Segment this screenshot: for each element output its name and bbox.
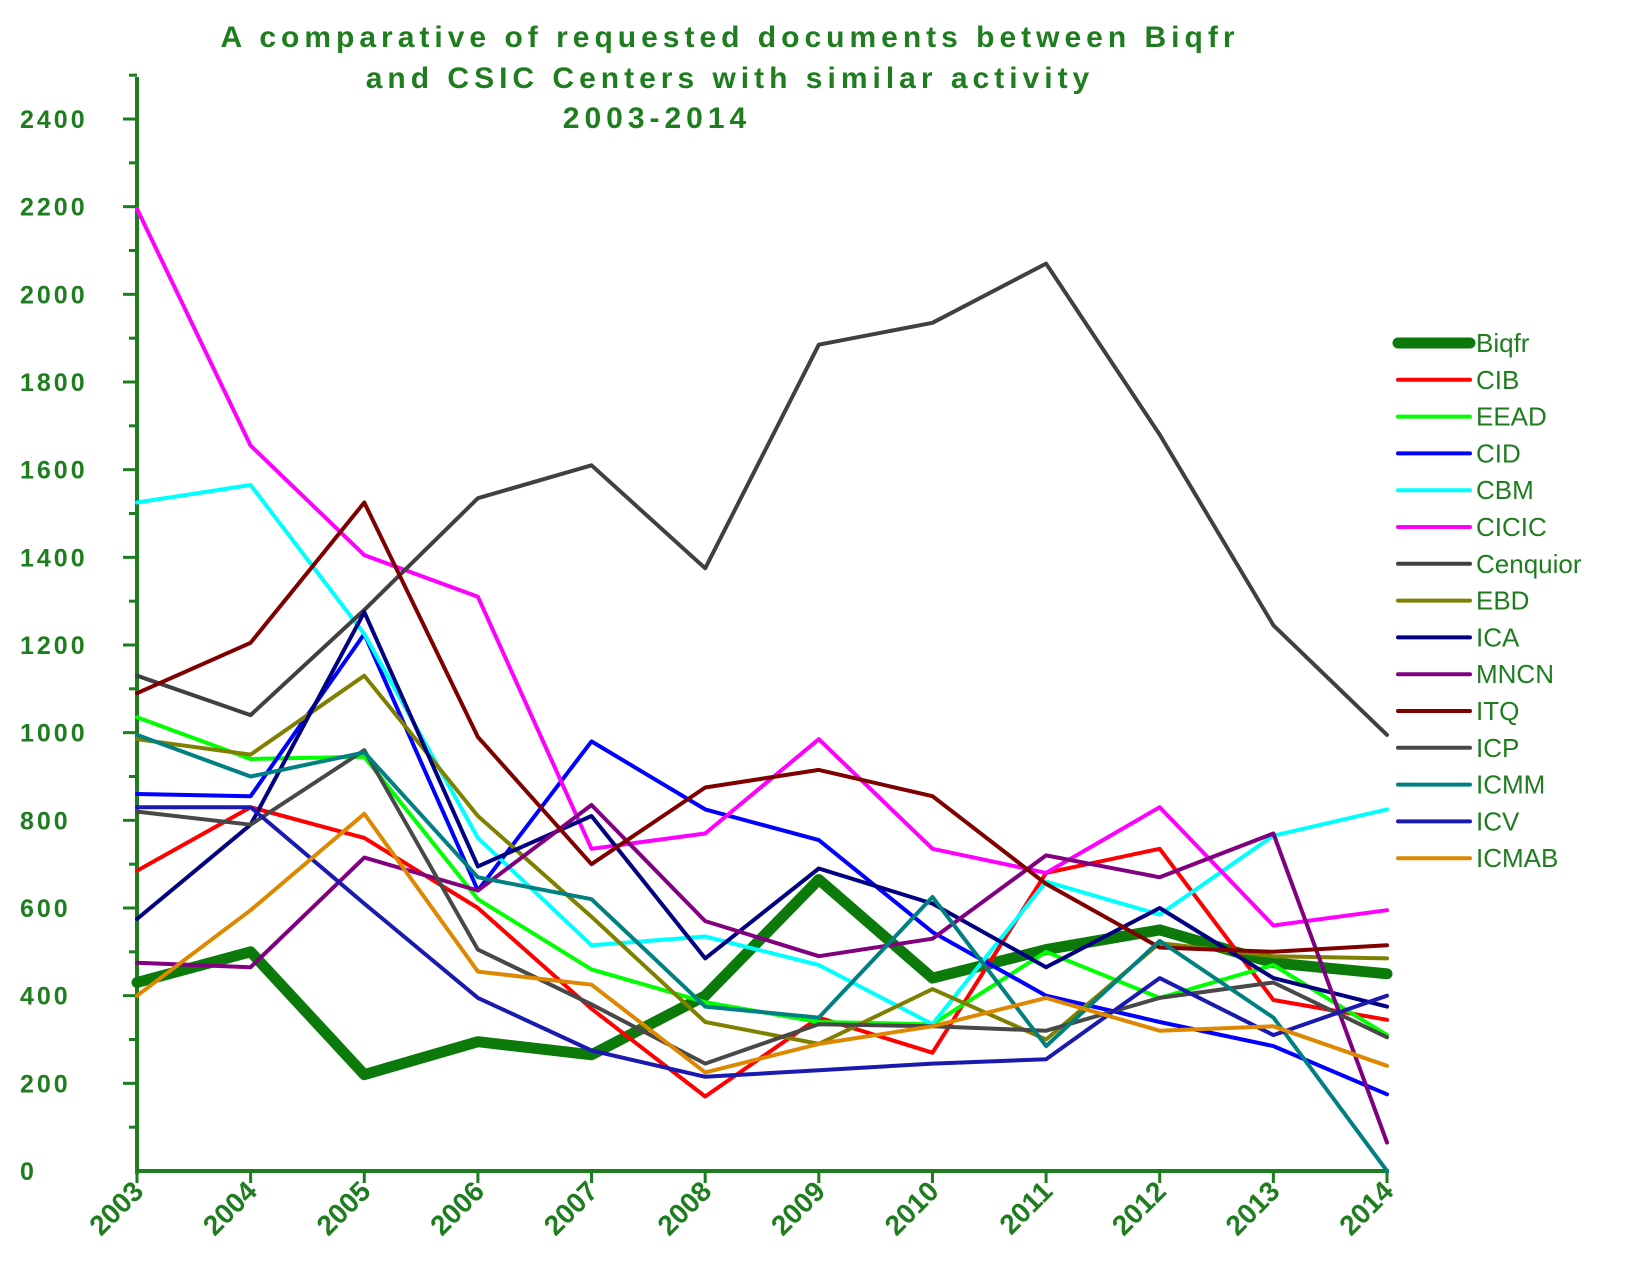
x-tick-label: 2006 <box>424 1175 490 1241</box>
legend-item-eead: EEAD <box>1398 402 1547 432</box>
x-tick-label: 2004 <box>197 1175 263 1241</box>
x-tick-label: 2014 <box>1333 1175 1399 1241</box>
y-tick-label: 1200 <box>20 632 88 660</box>
x-tick-label: 2008 <box>651 1175 717 1241</box>
series-lines <box>137 209 1387 1171</box>
legend-label: CICIC <box>1476 512 1547 542</box>
y-tick-label: 2400 <box>20 106 88 134</box>
y-tick-label: 0 <box>20 1158 37 1186</box>
y-tick-label: 200 <box>20 1070 71 1098</box>
y-tick-label: 2200 <box>20 194 88 222</box>
legend-label: CBM <box>1476 475 1534 505</box>
legend-item-ica: ICA <box>1398 622 1520 652</box>
legend-label: ICA <box>1476 622 1520 652</box>
x-tick-label: 2003 <box>83 1175 149 1241</box>
chart-title-line-3: 2003-2014 <box>563 102 751 135</box>
series-line-eead <box>137 717 1387 1035</box>
y-tick-label: 400 <box>20 983 71 1011</box>
x-tick-label: 2009 <box>765 1175 831 1241</box>
y-tick-label: 1800 <box>20 369 88 397</box>
legend-item-cid: CID <box>1398 438 1521 468</box>
legend-item-cib: CIB <box>1398 365 1519 395</box>
legend-label: Cenquior <box>1476 549 1582 579</box>
legend-item-itq: ITQ <box>1398 696 1519 726</box>
y-tick-label: 1400 <box>20 544 88 572</box>
y-tick-label: 1600 <box>20 457 88 485</box>
y-tick-label: 600 <box>20 895 71 923</box>
legend-item-cbm: CBM <box>1398 475 1534 505</box>
legend-label: ICMM <box>1476 770 1545 800</box>
series-line-cenquior <box>137 264 1387 735</box>
legend-item-cenquior: Cenquior <box>1398 549 1582 579</box>
legend-item-icmm: ICMM <box>1398 770 1545 800</box>
chart-title: A comparative of requested documents bet… <box>220 21 1239 135</box>
chart-title-line-2: and CSIC Centers with similar activity <box>366 62 1095 95</box>
x-tick-label: 2007 <box>538 1175 604 1241</box>
x-tick-label: 2013 <box>1220 1175 1286 1241</box>
y-tick-label: 2000 <box>20 281 88 309</box>
x-tick-label: 2005 <box>311 1175 377 1241</box>
legend-label: EBD <box>1476 586 1529 616</box>
legend-label: ITQ <box>1476 696 1519 726</box>
y-axis-ticks: 0 200 400 600 800 1000 1200 1400 1600 1800 2000 220… <box>20 75 137 1186</box>
legend-label: CIB <box>1476 365 1519 395</box>
y-tick-label: 800 <box>20 807 71 835</box>
x-tick-label: 2012 <box>1106 1175 1172 1241</box>
legend-label: ICV <box>1476 806 1520 836</box>
legend-item-ebd: EBD <box>1398 586 1529 616</box>
x-axis-ticks: 2003 2004 2005 2006 2007 2008 2009 2010 2011 2012… <box>83 1171 1399 1241</box>
series-line-ebd <box>137 676 1387 1044</box>
legend: Biqfr CIB EEAD CID CBM CICIC Cenquior EBD ICA MNC… <box>1398 328 1582 873</box>
legend-item-mncn: MNCN <box>1398 659 1554 689</box>
legend-item-icp: ICP <box>1398 733 1519 763</box>
legend-label: MNCN <box>1476 659 1554 689</box>
legend-item-biqfr: Biqfr <box>1398 328 1530 358</box>
series-line-mncn <box>137 805 1387 1143</box>
legend-label: EEAD <box>1476 402 1547 432</box>
y-tick-label: 1000 <box>20 720 88 748</box>
legend-label: ICMAB <box>1476 843 1558 873</box>
legend-item-icv: ICV <box>1398 806 1520 836</box>
series-line-itq <box>137 503 1387 952</box>
series-line-icp <box>137 750 1387 1063</box>
chart-title-line-1: A comparative of requested documents bet… <box>220 21 1239 54</box>
x-tick-label: 2010 <box>879 1175 945 1241</box>
legend-item-cicic: CICIC <box>1398 512 1547 542</box>
legend-label: Biqfr <box>1476 328 1530 358</box>
legend-label: ICP <box>1476 733 1519 763</box>
legend-item-icmab: ICMAB <box>1398 843 1558 873</box>
series-line-cicic <box>137 209 1387 926</box>
legend-label: CID <box>1476 438 1521 468</box>
x-tick-label: 2011 <box>993 1175 1058 1240</box>
axes <box>135 77 1389 1174</box>
series-line-icmm <box>137 735 1387 1171</box>
